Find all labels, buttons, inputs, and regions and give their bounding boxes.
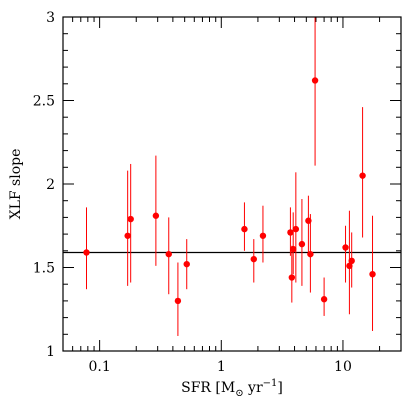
data-point — [369, 270, 376, 278]
data-point — [292, 225, 300, 233]
data-point — [311, 77, 319, 84]
data-point — [241, 225, 248, 233]
data-point — [320, 296, 328, 303]
data-point — [346, 262, 353, 270]
data-point — [359, 172, 366, 179]
data-point — [288, 274, 296, 281]
x-tick-label: 0.1 — [88, 359, 110, 375]
data-point — [289, 245, 297, 253]
data-point — [348, 257, 355, 265]
x-axis-label: SFR [M⊙ yr−1] — [181, 378, 283, 399]
data-point — [165, 250, 172, 258]
data-point — [152, 212, 160, 219]
marks-layer — [63, 17, 401, 336]
plot-frame — [62, 16, 402, 352]
y-tick-label: 2 — [46, 177, 55, 193]
y-tick-label: 3 — [46, 10, 55, 26]
data-point — [307, 250, 314, 258]
x-axis-label-sun-subscript: ⊙ — [235, 388, 243, 399]
data-point — [250, 255, 257, 263]
x-axis-label-prefix: SFR [M — [181, 380, 235, 396]
data-point — [83, 249, 90, 256]
data-point — [342, 244, 349, 251]
data-point — [287, 229, 294, 236]
y-tick-label: 2.5 — [33, 94, 55, 110]
x-tick-label: 10 — [334, 359, 352, 375]
x-axis-label-suffix: ] — [277, 380, 282, 396]
data-point — [183, 260, 190, 268]
y-tick-label: 1 — [46, 344, 55, 360]
x-tick-label: 1 — [217, 359, 226, 375]
data-point — [124, 232, 131, 239]
data-point — [174, 297, 182, 305]
y-tick-label: 1.5 — [33, 261, 55, 277]
data-point — [259, 232, 267, 239]
x-axis-label-unit: yr — [244, 380, 263, 396]
ticks-layer: 1 1.5 2 2.5 3 0.1 1 10 — [33, 10, 402, 375]
data-point — [298, 240, 306, 248]
x-axis-label-exponent: −1 — [263, 378, 278, 389]
labels-layer: SFR [M⊙ yr−1] XLF slope — [8, 149, 283, 399]
y-axis-label: XLF slope — [8, 149, 24, 220]
data-point — [127, 215, 134, 223]
